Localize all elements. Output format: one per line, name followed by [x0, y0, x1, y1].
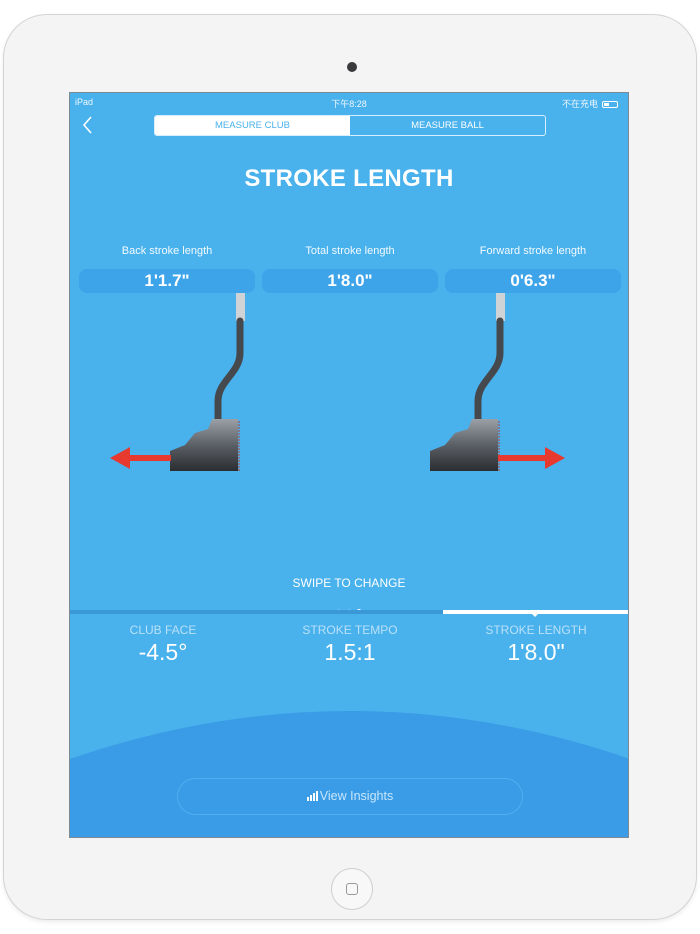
- charging-label: 不在充电: [561, 99, 598, 109]
- tab-value: 1.5:1: [324, 639, 376, 665]
- page-indicator[interactable]: [70, 600, 628, 618]
- background-arc: [70, 711, 628, 837]
- tab-label: STROKE TEMPO: [302, 623, 398, 637]
- tab-value: -4.5°: [138, 639, 188, 665]
- metric-label: Forward stroke length: [479, 245, 587, 257]
- metric-label: Back stroke length: [121, 245, 213, 257]
- battery-icon: [602, 101, 618, 109]
- page-title: STROKE LENGTH: [244, 165, 454, 192]
- arrow-right-icon: [498, 447, 565, 469]
- tab-stroke-tempo[interactable]: STROKE TEMPO 1.5:1: [257, 623, 443, 666]
- clock: 下午8:28: [331, 99, 367, 109]
- view-insights-label: View Insights: [319, 789, 394, 803]
- measure-segmented-control: MEASURE CLUB MEASURE BALL: [154, 115, 546, 136]
- view-insights-button[interactable]: View Insights: [177, 778, 523, 815]
- putter-illustration: [110, 293, 565, 493]
- camera: [347, 62, 357, 72]
- tab-value: 1'8.0": [507, 639, 565, 665]
- forward-stroke-metric: Forward stroke length 0'6.3": [445, 245, 621, 293]
- swipe-hint: SWIPE TO CHANGE: [292, 576, 406, 590]
- tab-label: CLUB FACE: [129, 623, 197, 637]
- tab-measure-club[interactable]: MEASURE CLUB: [155, 116, 350, 135]
- metric-value: 1'1.7": [79, 269, 255, 293]
- chevron-left-icon[interactable]: [80, 115, 96, 135]
- tab-measure-ball[interactable]: MEASURE BALL: [411, 120, 484, 131]
- arrow-left-icon: [110, 447, 171, 469]
- bar-chart-icon: [306, 791, 318, 801]
- metric-value: 1'8.0": [262, 269, 438, 293]
- metric-value: 0'6.3": [445, 269, 621, 293]
- app-screen: iPad 下午8:28 不在充电 MEASURE CLUB MEASURE BA…: [69, 92, 629, 838]
- back-stroke-metric: Back stroke length 1'1.7": [79, 245, 255, 293]
- device-name: iPad: [75, 97, 94, 107]
- battery-status: 不在充电: [562, 97, 618, 110]
- tab-label: STROKE LENGTH: [485, 623, 587, 637]
- status-bar: iPad 下午8:28 不在充电: [70, 93, 628, 111]
- tab-indicator-track: [70, 610, 628, 617]
- tab-club-face[interactable]: CLUB FACE -4.5°: [70, 623, 256, 666]
- total-stroke-metric: Total stroke length 1'8.0": [262, 245, 438, 293]
- tab-indicator-selected: [443, 610, 628, 617]
- tab-stroke-length[interactable]: STROKE LENGTH 1'8.0": [443, 623, 628, 666]
- back-stroke-putter: [170, 293, 245, 471]
- metric-label: Total stroke length: [305, 245, 395, 257]
- home-button[interactable]: [331, 868, 373, 910]
- forward-stroke-putter: [430, 293, 505, 471]
